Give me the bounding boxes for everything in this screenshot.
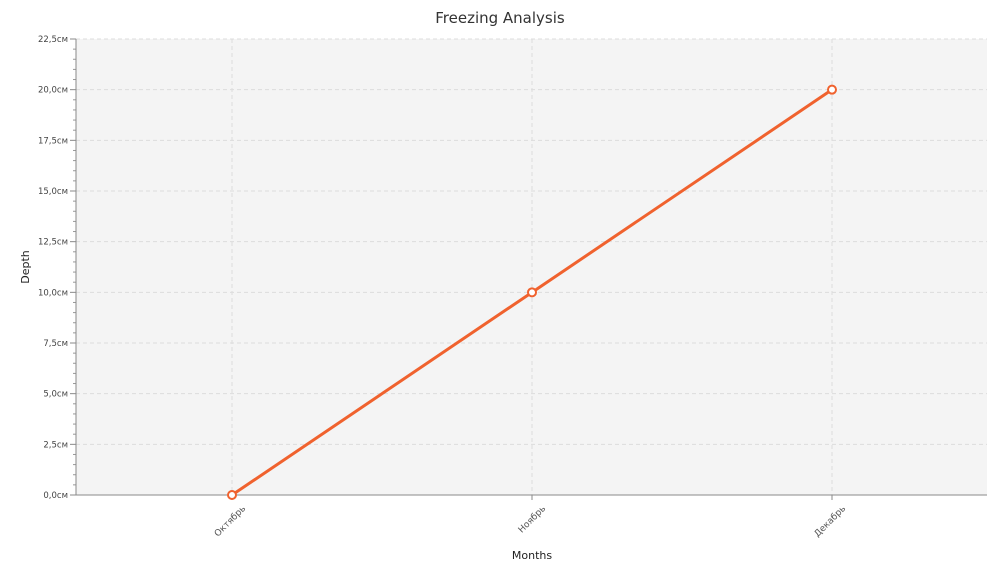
y-tick-label: 12,5см (38, 238, 68, 248)
y-tick-label: 0,0см (43, 491, 68, 501)
y-tick-label: 22,5см (38, 35, 68, 45)
y-tick-label: 2,5см (43, 440, 68, 450)
y-tick-label: 5,0см (43, 390, 68, 400)
y-axis-title: Depth (19, 250, 32, 284)
data-point-marker (827, 84, 837, 95)
y-tick-label: 10,0см (38, 288, 68, 298)
y-tick-label: 17,5см (38, 136, 68, 146)
series-layer (227, 84, 837, 500)
y-tick-label: 7,5см (43, 339, 68, 349)
x-axis-title: Months (512, 549, 552, 562)
data-point-marker (227, 490, 237, 500)
y-tick-label: 20,0см (38, 86, 68, 96)
chart-title: Freezing Analysis (435, 9, 565, 27)
y-tick-label: 15,0см (38, 187, 68, 197)
data-point-marker (527, 287, 537, 298)
